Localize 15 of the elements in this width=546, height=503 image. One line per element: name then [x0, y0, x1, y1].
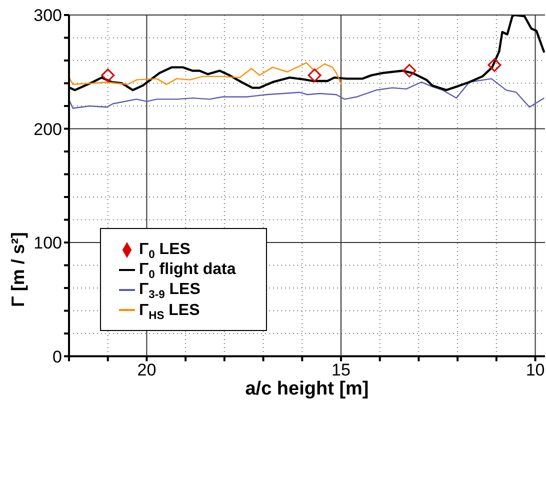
line-series — [69, 78, 545, 109]
legend-label: Γ$_{0}$ LES — [139, 241, 190, 262]
y-tick-label: 100 — [34, 234, 62, 253]
x-tick-label: 15 — [332, 360, 350, 380]
x-tick-label: 20 — [137, 360, 156, 380]
line-series — [69, 62, 342, 85]
x-axis-title: a/c height [m] — [245, 378, 369, 400]
legend-label: Γ$_{HS}$ LES — [139, 302, 200, 322]
legend-label: Γ$_{0}$ flight data — [139, 261, 236, 282]
y-tick-label: 300 — [34, 6, 62, 26]
y-tick-label: 200 — [34, 120, 62, 139]
y-tick-label: 0 — [52, 347, 62, 366]
y-axis-title: Γ [m / s²] — [8, 232, 29, 307]
legend-label: Γ$_{3-9}$ LES — [139, 281, 200, 302]
x-tick-label: 10 — [526, 360, 545, 380]
